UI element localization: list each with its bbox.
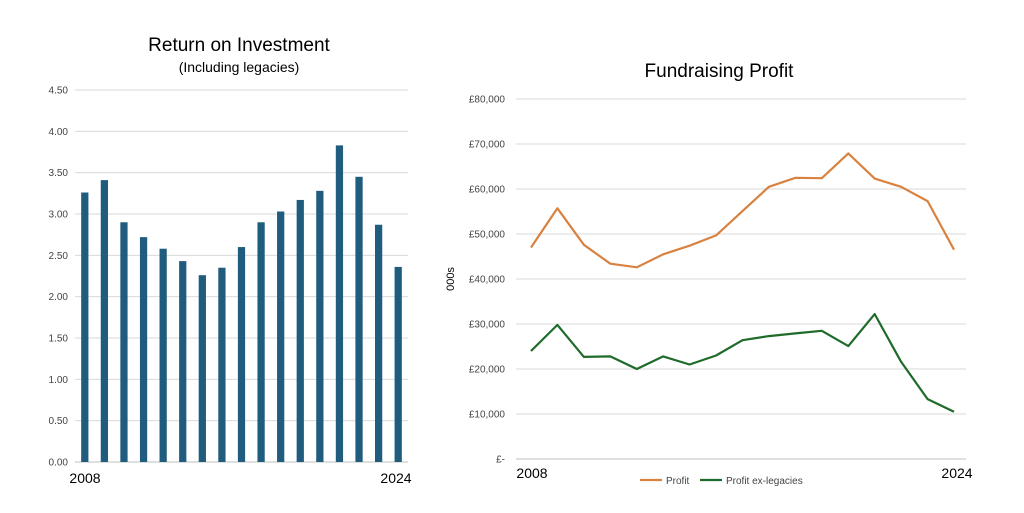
x-start-label: 2008	[69, 470, 100, 486]
fundraising-profit-chart: Fundraising Profit 000s £- £10,000 £20,000 £3…	[445, 61, 973, 487]
y-axis-label: 000s	[445, 267, 457, 291]
y-tick-label: £10,000	[469, 410, 506, 421]
legend-label: Profit ex-legacies	[726, 476, 803, 487]
y-tick-label: 0.00	[49, 458, 69, 469]
series-line-1	[530, 152, 955, 269]
y-tick-label: £30,000	[469, 320, 506, 331]
bar	[316, 190, 324, 462]
x-end-label: 2024	[380, 470, 411, 486]
bar	[355, 176, 363, 463]
y-tick-label: 2.00	[49, 292, 69, 303]
bar	[100, 180, 109, 462]
y-tick-label: £40,000	[469, 275, 506, 286]
y-tick-label: £80,000	[469, 95, 506, 106]
y-tick-label: £20,000	[469, 365, 506, 376]
bar	[296, 199, 304, 463]
y-tick-label: 3.00	[49, 210, 69, 221]
y-tick-label: £-	[496, 455, 505, 466]
y-tick-label: 2.50	[49, 251, 69, 262]
y-tick-label: 0.50	[49, 416, 69, 427]
bar	[159, 248, 167, 462]
bar	[218, 267, 226, 462]
bar	[237, 247, 246, 462]
bar	[120, 222, 128, 462]
y-tick-label: 1.50	[49, 334, 69, 345]
legend-label: Profit	[666, 476, 690, 487]
bar	[335, 145, 344, 463]
bar	[179, 261, 187, 462]
y-tick-label: £50,000	[469, 230, 506, 241]
bar	[139, 237, 148, 462]
x-start-label: 2008	[516, 465, 547, 481]
y-tick-label: 1.00	[49, 375, 69, 386]
chart-title: Return on Investment	[148, 35, 330, 56]
chart-subtitle: (Including legacies)	[179, 59, 300, 75]
y-tick-label: £70,000	[469, 140, 506, 151]
bar	[394, 266, 402, 462]
series-line-2	[530, 313, 955, 413]
bar	[198, 275, 206, 462]
roi-chart: Return on Investment (Including legacies)…	[49, 35, 412, 486]
fundraising-profit-plot: Fundraising Profit 000s £- £10,000 £20,000 £3…	[445, 61, 973, 487]
chart-title: Fundraising Profit	[645, 61, 795, 82]
x-end-label: 2024	[941, 465, 972, 481]
y-tick-label: 3.50	[49, 168, 69, 179]
bar	[81, 192, 89, 463]
y-tick-label: 4.50	[49, 86, 69, 97]
bar	[257, 222, 265, 462]
bar	[277, 211, 285, 462]
y-tick-label: £60,000	[469, 185, 506, 196]
y-tick-label: 4.00	[49, 127, 69, 138]
bar	[374, 224, 383, 462]
